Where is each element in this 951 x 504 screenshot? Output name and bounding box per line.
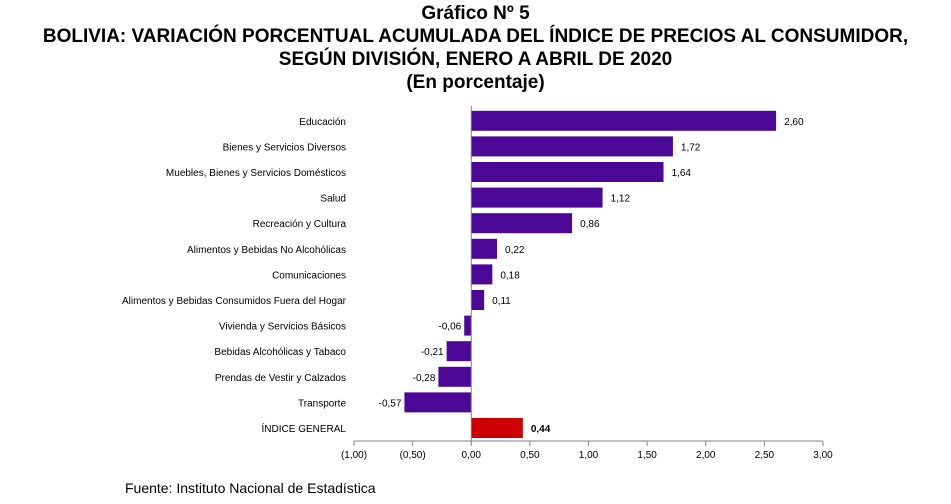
source-note: Fuente: Instituto Nacional de Estadístic… [125,480,376,496]
category-label: Comunicaciones [272,270,346,281]
data-label: -0,06 [438,322,461,333]
category-label: Recreación y Cultura [253,219,347,230]
data-label: 0,22 [505,245,525,256]
chart-number-label: Gráfico Nº 5 [421,3,530,24]
x-tick-label: 1,50 [637,450,657,461]
x-tick-label: 0,00 [462,450,482,461]
data-label: 1,12 [611,194,631,205]
x-tick-label: 1,00 [579,450,599,461]
bar [471,290,485,310]
data-label: 2,60 [784,117,804,128]
bar [471,213,573,234]
bar [464,315,472,336]
bar [446,341,472,362]
bar [471,110,777,131]
bar [438,366,472,387]
bar [404,392,472,413]
chart-header: Gráfico Nº 5 BOLIVIA: VARIACIÓN PORCENTU… [0,2,951,94]
data-label: -0,57 [379,398,402,409]
x-tick-label: 2,50 [755,450,775,461]
category-label: ÍNDICE GENERAL [262,422,347,435]
bar [471,238,498,259]
x-tick-label: (0,50) [400,450,426,461]
x-tick-label: 0,50 [520,450,540,461]
data-label: 1,72 [681,142,701,153]
x-tick-label: 2,00 [696,450,716,461]
category-label: Bebidas Alcohólicas y Tabaco [214,347,346,358]
data-label: 0,44 [531,424,551,435]
category-label: Vivienda y Servicios Básicos [219,322,346,333]
category-label: Salud [320,194,346,205]
category-label: Alimentos y Bebidas Consumidos Fuera del… [122,296,347,307]
x-tick-label: (1,00) [341,450,367,461]
category-label: Prendas de Vestir y Calzados [215,373,346,384]
data-label: 0,86 [580,219,600,230]
data-label: -0,21 [421,347,444,358]
bar [471,418,523,438]
data-label: 0,18 [500,270,520,281]
category-label: Transporte [298,398,346,409]
chart-title-line-1: BOLIVIA: VARIACIÓN PORCENTUAL ACUMULADA … [42,26,909,47]
category-label: Alimentos y Bebidas No Alcohólicas [187,245,346,256]
x-tick-label: 3,00 [813,450,833,461]
chart-title-line-2: SEGÚN DIVISIÓN, ENERO A ABRIL DE 2020 [278,49,673,70]
bar [471,264,493,285]
category-label: Bienes y Servicios Diversos [223,142,346,153]
bar [471,162,664,182]
data-label: -0,28 [413,373,436,384]
category-label: Educación [299,117,346,128]
data-label: 1,64 [672,168,692,179]
data-label: 0,11 [492,296,511,307]
chart-subtitle: (En porcentaje) [406,72,545,93]
bar [471,187,603,208]
category-label: Muebles, Bienes y Servicios Domésticos [166,168,346,179]
bar [471,136,673,157]
